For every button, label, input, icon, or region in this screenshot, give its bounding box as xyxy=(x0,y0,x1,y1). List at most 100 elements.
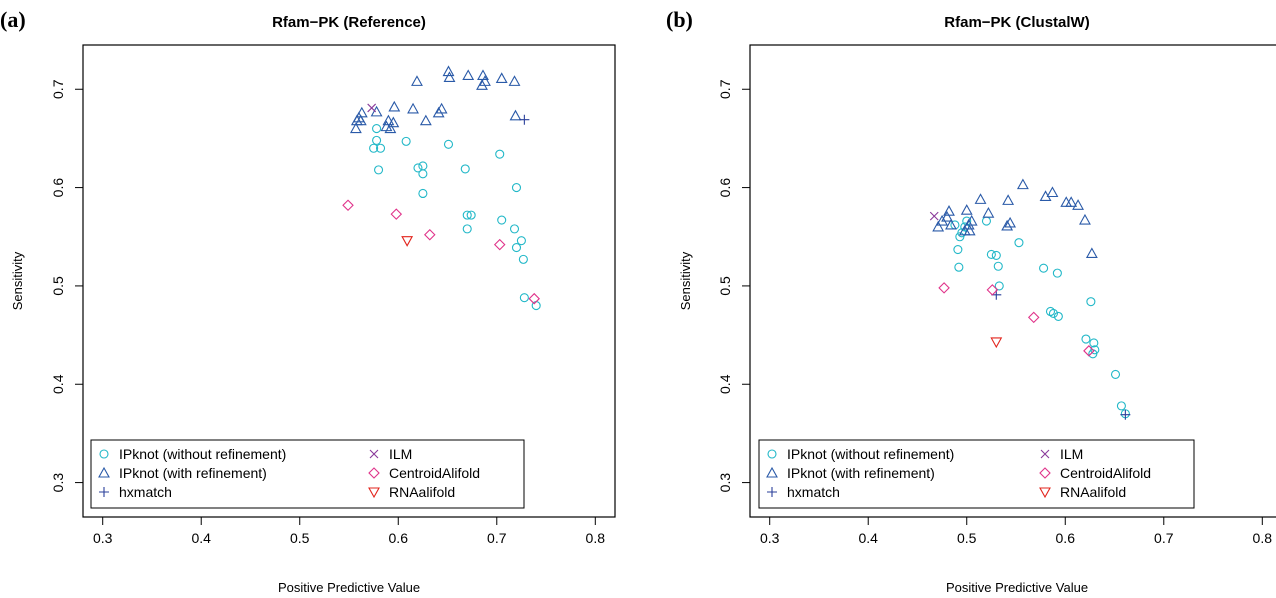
y-tick-label: 0.4 xyxy=(50,374,66,394)
data-point-centroidalifold xyxy=(1083,345,1095,357)
data-point-ipknot-with-refinement xyxy=(355,106,368,118)
data-point-ipknot-with-refinement xyxy=(943,205,955,216)
data-point-ipknot-without-refinement xyxy=(511,243,522,253)
x-tick-label: 0.4 xyxy=(191,530,211,546)
legend-label-centroidalifold: CentroidAlifold xyxy=(1060,465,1151,481)
legend-label-ipknot-with-refinement: IPknot (with refinement) xyxy=(787,465,935,481)
data-point-ipknot-with-refinement xyxy=(382,114,395,126)
data-point-ipknot-without-refinement xyxy=(1039,263,1049,273)
x-tick-label: 0.5 xyxy=(957,530,977,546)
data-point-ipknot-with-refinement xyxy=(476,79,488,90)
data-point-ilm xyxy=(367,103,377,113)
data-point-ipknot-without-refinement xyxy=(509,224,520,234)
legend-box-a xyxy=(90,439,525,509)
data-point-ipknot-without-refinement xyxy=(375,143,386,153)
data-point-ipknot-without-refinement xyxy=(443,139,454,149)
data-point-ipknot-with-refinement xyxy=(1060,196,1073,207)
data-point-ipknot-without-refinement xyxy=(993,261,1003,271)
data-point-ipknot-with-refinement xyxy=(1046,186,1059,198)
x-tick-label: 0.6 xyxy=(389,530,409,546)
panel-a: (a) Rfam−PK (Reference) Positive Predict… xyxy=(0,7,616,595)
legend-label-ilm: ILM xyxy=(1060,446,1083,462)
data-point-ipknot-without-refinement xyxy=(462,210,472,220)
data-point-ipknot-without-refinement xyxy=(1089,338,1099,348)
data-point-ipknot-with-refinement xyxy=(388,100,401,112)
data-point-ipknot-with-refinement xyxy=(419,114,432,126)
data-point-ipknot-with-refinement xyxy=(442,65,455,77)
data-point-ipknot-with-refinement xyxy=(945,218,957,230)
panel-b: (b) Rfam−PK (ClustalW) Positive Predicti… xyxy=(666,7,1276,595)
data-point-ipknot-without-refinement xyxy=(518,254,528,264)
data-point-ipknot-without-refinement xyxy=(369,143,379,153)
data-point-centroidalifold xyxy=(424,229,436,241)
data-point-ipknot-with-refinement xyxy=(963,224,976,236)
data-point-ipknot-with-refinement xyxy=(462,69,475,81)
data-point-ipknot-without-refinement xyxy=(413,163,423,173)
data-point-ipknot-with-refinement xyxy=(936,214,949,226)
x-tick-label: 0.3 xyxy=(93,530,113,546)
data-point-ipknot-without-refinement xyxy=(462,224,472,234)
data-point-ipknot-with-refinement xyxy=(407,102,419,114)
legend-label-rnaalifold: RNAalifold xyxy=(389,484,455,500)
y-tick-label: 0.4 xyxy=(717,374,733,394)
data-point-ipknot-without-refinement xyxy=(994,281,1004,291)
y-axis-label-a: Sensitivity xyxy=(10,251,25,310)
data-point-ilm xyxy=(929,211,939,221)
data-point-ipknot-with-refinement xyxy=(354,114,367,126)
data-point-ipknot-without-refinement xyxy=(418,161,428,171)
panel-label-b: (b) xyxy=(666,7,693,32)
data-point-ipknot-without-refinement xyxy=(954,262,964,272)
data-point-ipknot-with-refinement xyxy=(509,109,522,121)
data-point-ipknot-without-refinement xyxy=(981,216,991,226)
data-point-rnaalifold xyxy=(401,236,414,247)
data-point-ipknot-without-refinement xyxy=(519,293,529,303)
data-point-ipknot-without-refinement xyxy=(1116,401,1126,411)
legend-symbol-hxmatch xyxy=(99,487,109,497)
legend-label-ilm: ILM xyxy=(389,446,412,462)
data-point-ipknot-without-refinement xyxy=(1014,238,1024,248)
data-point-ipknot-without-refinement xyxy=(986,249,996,259)
data-point-centroidalifold xyxy=(493,238,506,251)
data-point-rnaalifold xyxy=(990,337,1003,349)
data-point-ipknot-with-refinement xyxy=(479,75,491,86)
legend-symbol-rnaalifold xyxy=(368,487,380,499)
legend-symbol-rnaalifold xyxy=(1039,487,1051,499)
data-point-ipknot-with-refinement xyxy=(1004,216,1017,228)
data-point-ipknot-without-refinement xyxy=(418,188,428,199)
legend-symbol-centroidalifold xyxy=(1039,467,1051,479)
data-point-ipknot-with-refinement xyxy=(387,116,400,128)
y-tick-label: 0.7 xyxy=(717,79,733,99)
data-point-ipknot-without-refinement xyxy=(516,236,526,246)
x-tick-label: 0.5 xyxy=(290,530,310,546)
data-point-ipknot-without-refinement xyxy=(495,149,505,159)
data-point-centroidalifold xyxy=(986,284,999,296)
data-points-a xyxy=(342,65,541,311)
y-tick-label: 0.6 xyxy=(50,178,66,198)
plot-frame-a xyxy=(82,44,616,518)
legend-label-ipknot-without-refinement: IPknot (without refinement) xyxy=(787,446,954,462)
x-tick-label: 0.7 xyxy=(1154,530,1174,546)
data-point-ipknot-without-refinement xyxy=(1045,306,1056,317)
data-point-ipknot-with-refinement xyxy=(965,214,978,226)
legend-label-ipknot-without-refinement: IPknot (without refinement) xyxy=(119,446,286,462)
data-point-ipknot-without-refinement xyxy=(953,244,963,255)
data-point-ipknot-with-refinement xyxy=(1001,219,1014,231)
data-point-centroidalifold xyxy=(342,199,354,212)
data-point-ipknot-with-refinement xyxy=(411,75,423,86)
legend-symbol-ilm xyxy=(1040,449,1050,459)
data-point-centroidalifold xyxy=(528,292,540,305)
legend-box-b xyxy=(758,439,1195,509)
x-axis-label-b: Positive Predictive Value xyxy=(946,580,1088,595)
axis-ticks-a: 0.3 0.4 0.5 0.6 0.7 0.8 0.3 0.4 0.5 0.6 0.7 xyxy=(50,79,605,546)
legend-symbol-ipknot-without-refinement xyxy=(767,449,777,459)
data-point-ipknot-without-refinement xyxy=(372,124,382,134)
data-point-ipknot-with-refinement xyxy=(384,122,397,134)
legend-b: IPknot (without refinement) IPknot (with … xyxy=(758,439,1195,509)
chart-title-a: Rfam−PK (Reference) xyxy=(272,14,426,31)
data-point-ipknot-with-refinement xyxy=(1016,178,1029,190)
legend-symbol-ipknot-with-refinement xyxy=(98,466,110,478)
data-point-ipknot-with-refinement xyxy=(941,210,953,222)
data-point-ipknot-with-refinement xyxy=(962,218,975,230)
data-point-ipknot-without-refinement xyxy=(418,169,428,179)
data-point-hxmatch xyxy=(1120,409,1131,420)
